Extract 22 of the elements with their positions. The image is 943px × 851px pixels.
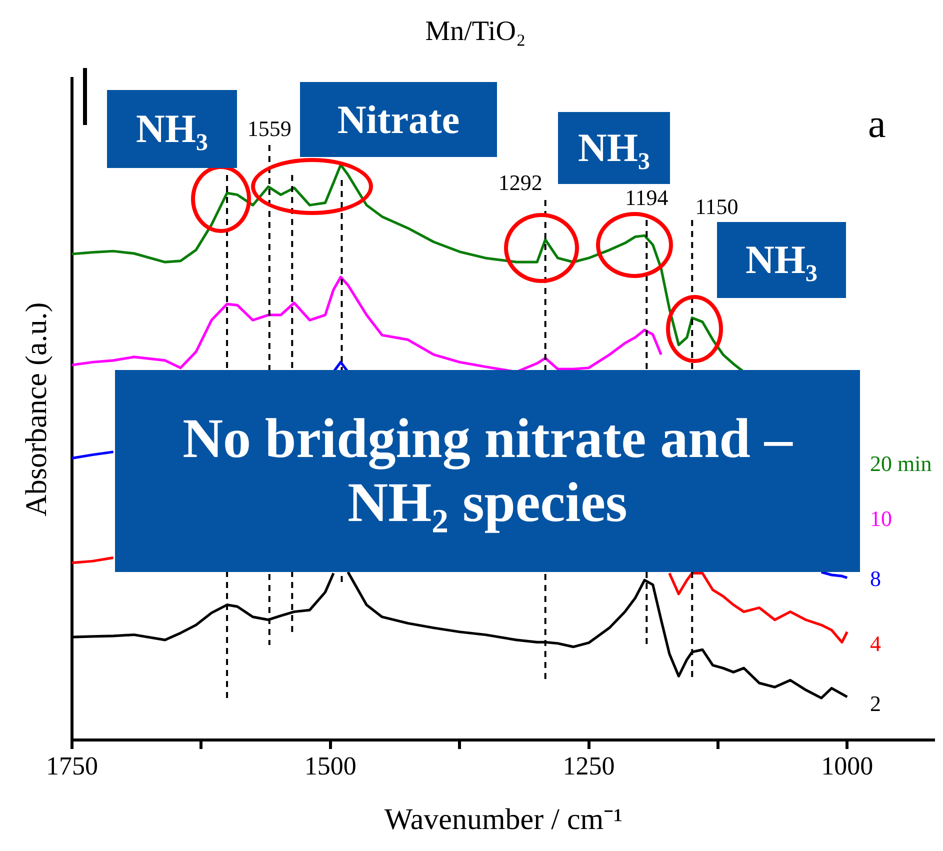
x-tick-label: 1000	[821, 751, 874, 780]
x-tick-label: 1500	[304, 751, 356, 780]
annotation: NH₃	[746, 237, 818, 283]
annotation: NH₃	[578, 125, 650, 171]
text: Nitrate	[337, 96, 460, 142]
ref-line-label: 1194	[625, 185, 668, 210]
series-label: 2	[870, 690, 881, 716]
x-axis-title: Wavenumber / cm⁻¹	[384, 802, 623, 836]
y-axis-title: Absorbance (a.u.)	[20, 302, 53, 516]
x-tick-label: 1250	[562, 751, 615, 780]
text: 20 min	[870, 450, 932, 476]
text: a	[868, 100, 886, 147]
series-label: 4	[870, 630, 881, 656]
annotation: No bridging nitrate and –NH₂ species	[182, 406, 794, 536]
ref-line-label: 1150	[695, 194, 738, 219]
ref-line-label: 1292	[498, 170, 542, 195]
ref-line-label: 1559	[247, 116, 292, 141]
text: 10	[870, 506, 892, 531]
text: NH₃	[136, 106, 208, 152]
x-tick-label: 1750	[46, 751, 98, 780]
chart-title: Mn/TiO₂	[425, 16, 526, 48]
series-label: 8	[870, 566, 881, 591]
